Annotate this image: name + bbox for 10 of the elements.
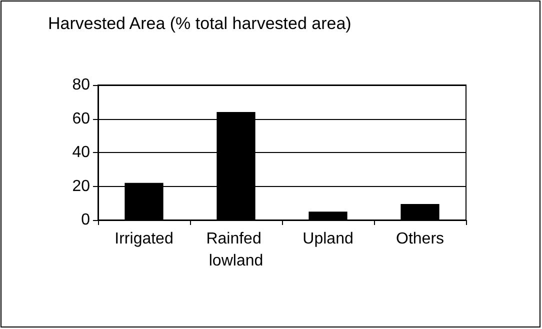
- x-tick-label: Upland: [302, 230, 354, 248]
- x-tick-label: Rainfed lowland: [206, 230, 266, 270]
- y-tick-label: 0: [81, 212, 90, 228]
- y-tick-label: 80: [72, 76, 90, 94]
- x-tick-label: Irrigated: [114, 230, 174, 248]
- y-tick-label: 60: [72, 110, 90, 128]
- y-tick-label: 20: [72, 178, 90, 195]
- chart-title: Harvested Area (% total harvested area): [48, 14, 352, 33]
- x-tick-label: Others: [396, 230, 444, 248]
- y-tick-label: 40: [72, 144, 90, 161]
